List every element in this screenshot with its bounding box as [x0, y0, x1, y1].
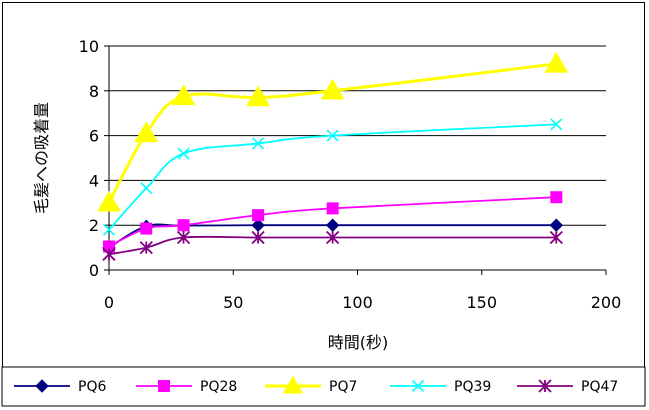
- marker-square: [140, 222, 153, 235]
- x-tick-label: 0: [104, 293, 114, 312]
- marker-star: [326, 230, 340, 245]
- marker-star: [549, 230, 563, 245]
- legend-label: PQ28: [200, 379, 237, 395]
- marker-square: [550, 191, 563, 204]
- x-tick-label: 100: [342, 293, 373, 312]
- marker-star: [538, 379, 552, 393]
- marker-square: [158, 380, 170, 392]
- legend-item-pq7: PQ7: [265, 375, 357, 395]
- marker-triangle: [171, 84, 196, 106]
- legend-label: PQ6: [78, 379, 106, 395]
- marker-square: [177, 219, 190, 232]
- marker-triangle: [246, 85, 270, 107]
- legend-item-pq6: PQ6: [14, 379, 106, 395]
- axes: [104, 45, 607, 275]
- legend-item-pq28: PQ28: [136, 379, 237, 395]
- y-axis-title: 毛髪への吸着量: [32, 102, 51, 214]
- marker-triangle: [134, 121, 159, 143]
- marker-star: [176, 230, 191, 245]
- series-pq7: [97, 51, 569, 212]
- x-tick-label: 150: [466, 293, 497, 312]
- marker-x: [411, 379, 425, 393]
- marker-diamond: [35, 379, 49, 393]
- x-tick-label: 50: [223, 293, 243, 312]
- marker-star: [251, 230, 265, 245]
- marker-square: [252, 209, 265, 222]
- y-tick-label: 0: [89, 261, 99, 280]
- legend: PQ6 PQ28 PQ7 PQ39 PQ47: [14, 375, 618, 395]
- marker-diamond: [325, 218, 340, 232]
- y-tick-label: 8: [89, 82, 99, 101]
- marker-star: [139, 240, 153, 255]
- marker-square: [326, 202, 339, 215]
- legend-item-pq47: PQ47: [517, 379, 618, 395]
- legend-label: PQ39: [454, 379, 491, 395]
- marker-x: [140, 182, 153, 195]
- marker-x: [177, 147, 190, 160]
- series-pq28: [103, 191, 563, 253]
- y-tick-label: 10: [79, 37, 99, 56]
- marker-diamond: [251, 218, 265, 232]
- y-tick-label: 6: [89, 127, 99, 146]
- y-tick-label: 2: [89, 216, 99, 235]
- marker-triangle: [544, 51, 569, 73]
- y-tick-label: 4: [89, 171, 99, 190]
- legend-label: PQ47: [581, 379, 618, 395]
- marker-diamond: [549, 218, 564, 232]
- marker-x: [550, 118, 563, 131]
- series-group: [97, 51, 569, 261]
- marker-triangle: [320, 78, 345, 100]
- marker-x: [252, 137, 265, 150]
- series-pq39: [102, 118, 563, 236]
- marker-triangle: [97, 190, 121, 212]
- legend-item-pq39: PQ39: [390, 379, 491, 395]
- marker-x: [326, 129, 339, 142]
- x-tick-label: 200: [591, 293, 622, 312]
- legend-label: PQ7: [329, 379, 357, 395]
- x-axis-title: 時間(秒): [328, 333, 389, 352]
- series-pq47: [102, 230, 563, 261]
- marker-triangle: [282, 375, 304, 394]
- marker-star: [102, 247, 116, 261]
- marker-x: [102, 223, 116, 236]
